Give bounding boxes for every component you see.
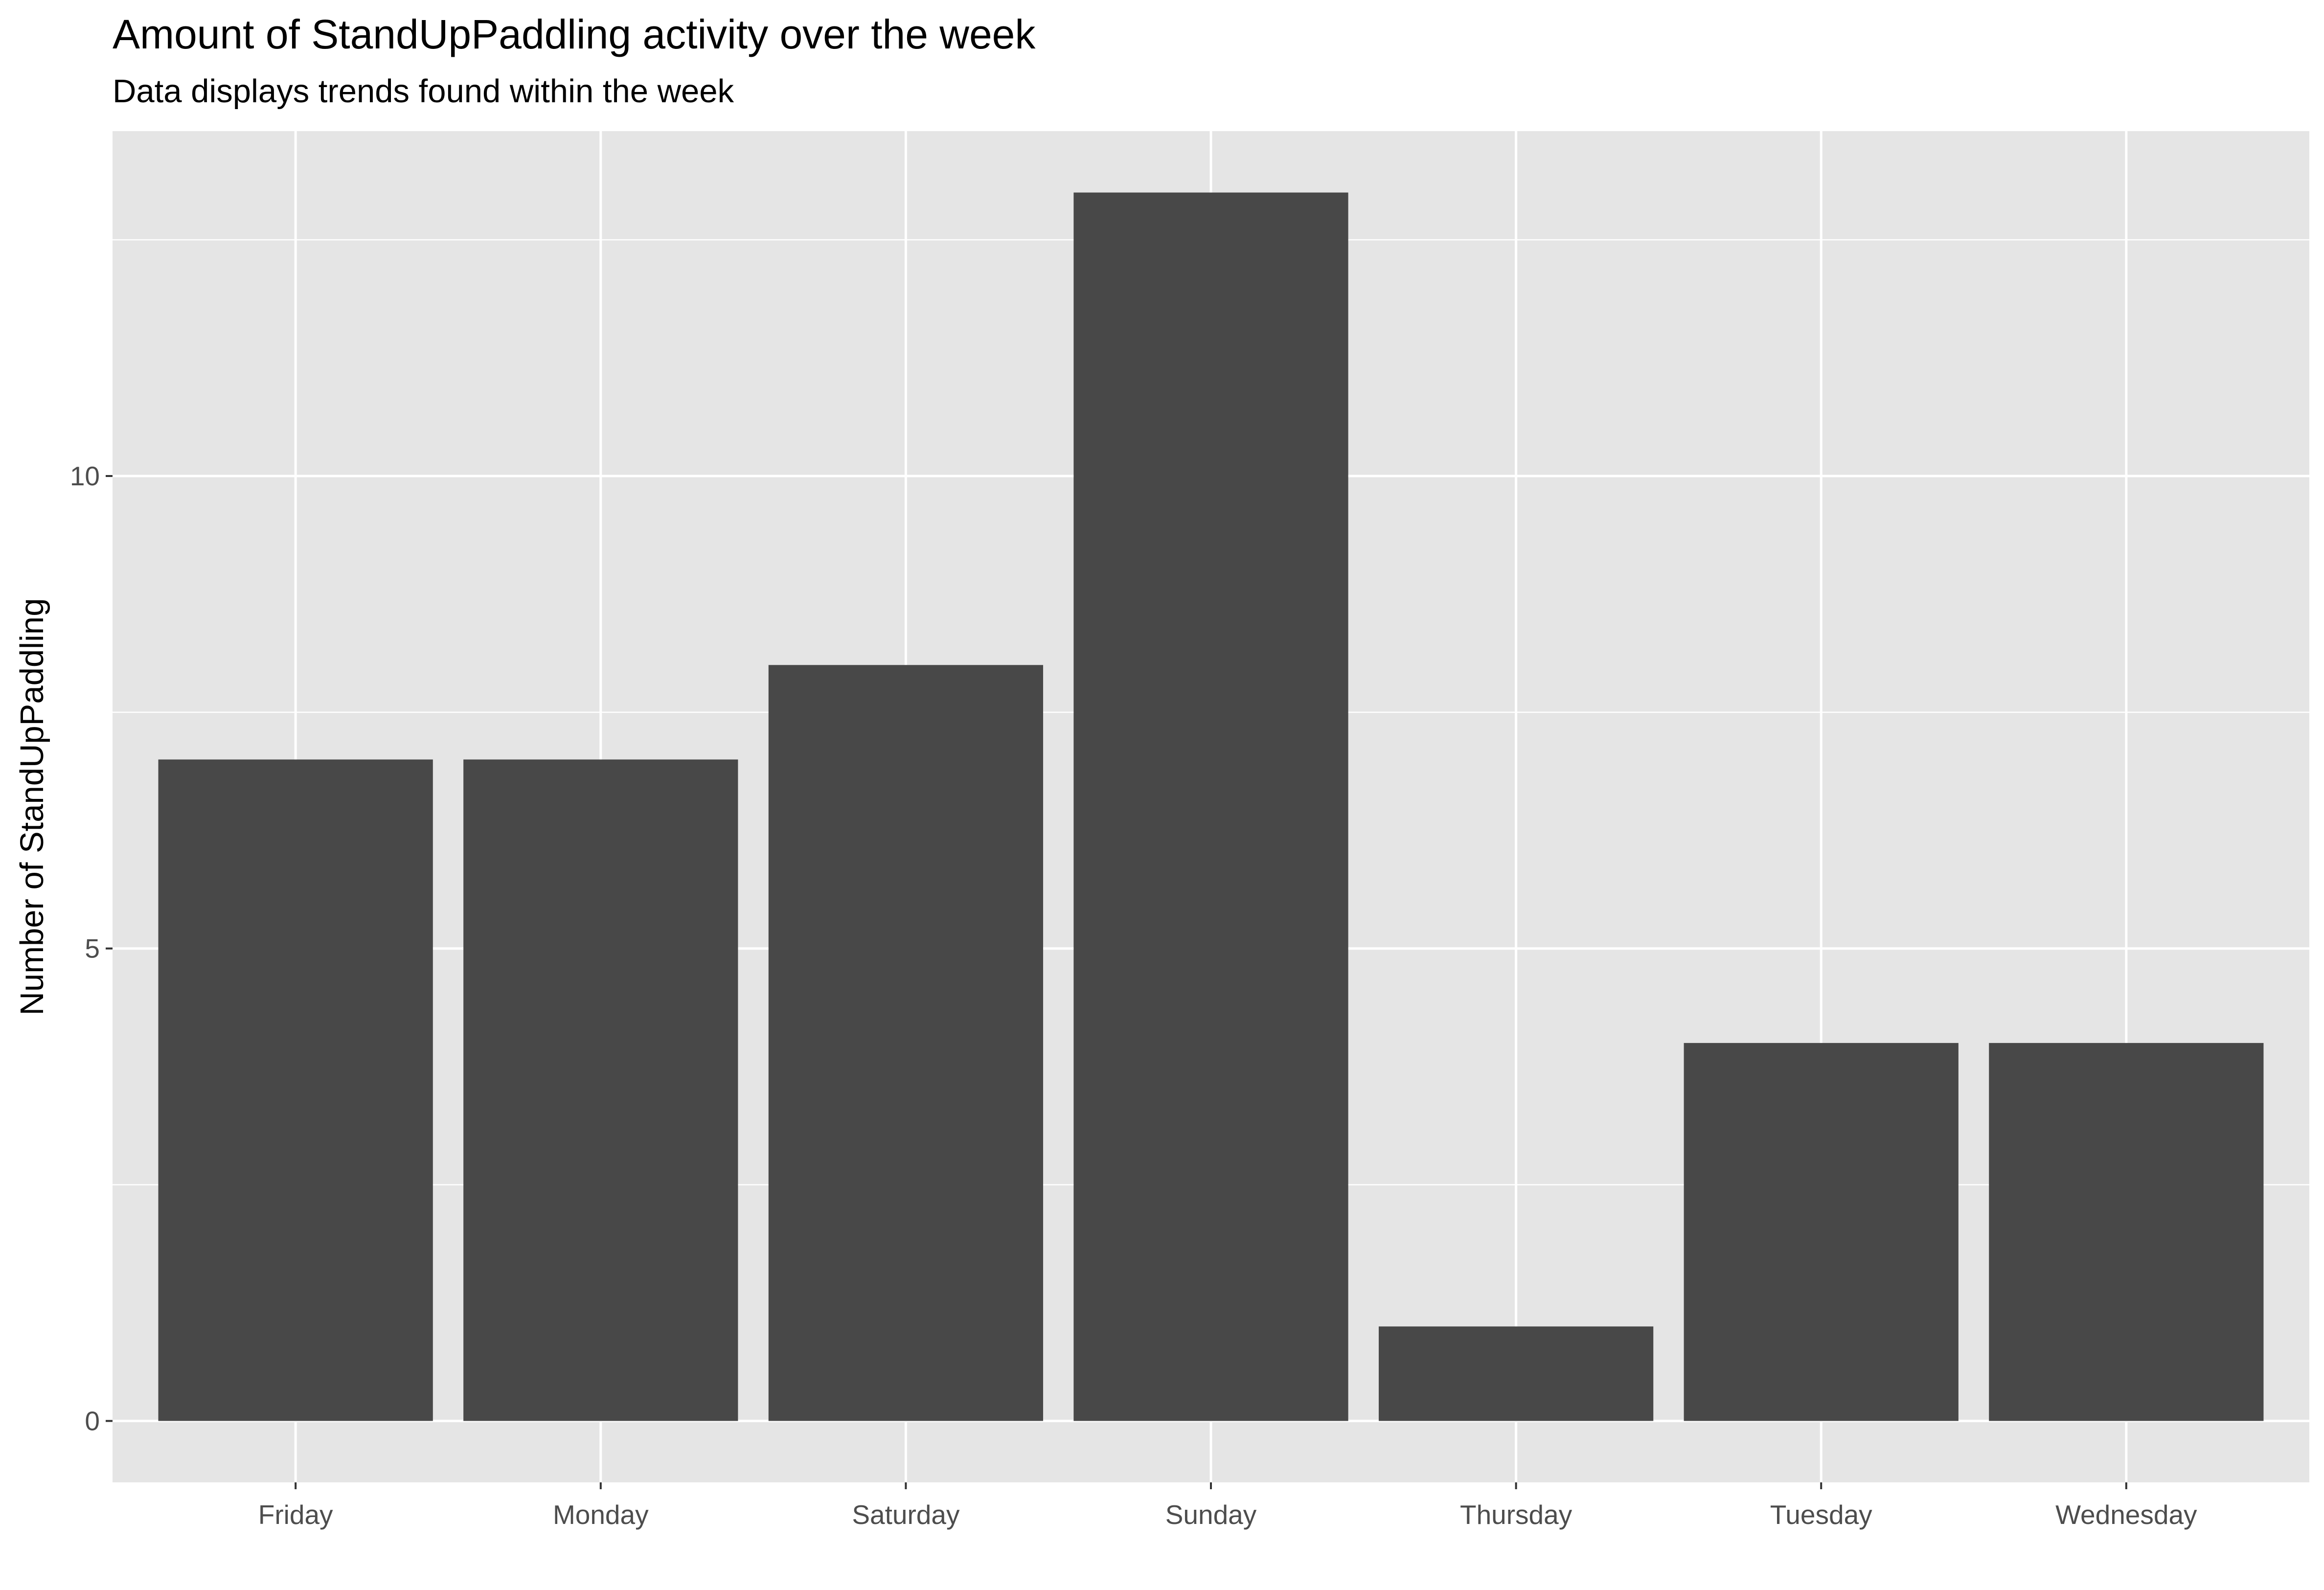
y-tick-label: 10 bbox=[70, 461, 100, 491]
chart-title: Amount of StandUpPaddling activity over … bbox=[113, 11, 1036, 57]
x-tick-label: Sunday bbox=[1165, 1499, 1257, 1530]
y-tick-label: 5 bbox=[85, 933, 100, 964]
y-axis: 0 5 10 bbox=[70, 461, 113, 1436]
bar-monday bbox=[463, 759, 738, 1421]
y-axis-title: Number of StandUpPaddling bbox=[14, 598, 50, 1016]
x-tick-label: Friday bbox=[258, 1499, 333, 1530]
x-tick-label: Monday bbox=[553, 1499, 649, 1530]
bar-friday bbox=[158, 759, 433, 1421]
chart-subtitle: Data displays trends found within the we… bbox=[113, 73, 734, 110]
x-tick-label: Wednesday bbox=[2055, 1499, 2197, 1530]
bar-wednesday bbox=[1989, 1043, 2264, 1421]
x-axis: Friday Monday Saturday Sunday Thursday Tuesda… bbox=[258, 1482, 2197, 1530]
bar-sunday bbox=[1073, 192, 1348, 1421]
x-tick-label: Thursday bbox=[1460, 1499, 1572, 1530]
x-tick-label: Saturday bbox=[852, 1499, 960, 1530]
bars bbox=[158, 192, 2264, 1421]
bar-thursday bbox=[1378, 1326, 1654, 1421]
x-tick-label: Tuesday bbox=[1770, 1499, 1872, 1530]
bar-tuesday bbox=[1684, 1043, 1959, 1421]
y-tick-label: 0 bbox=[85, 1406, 100, 1436]
bar-saturday bbox=[768, 665, 1044, 1421]
